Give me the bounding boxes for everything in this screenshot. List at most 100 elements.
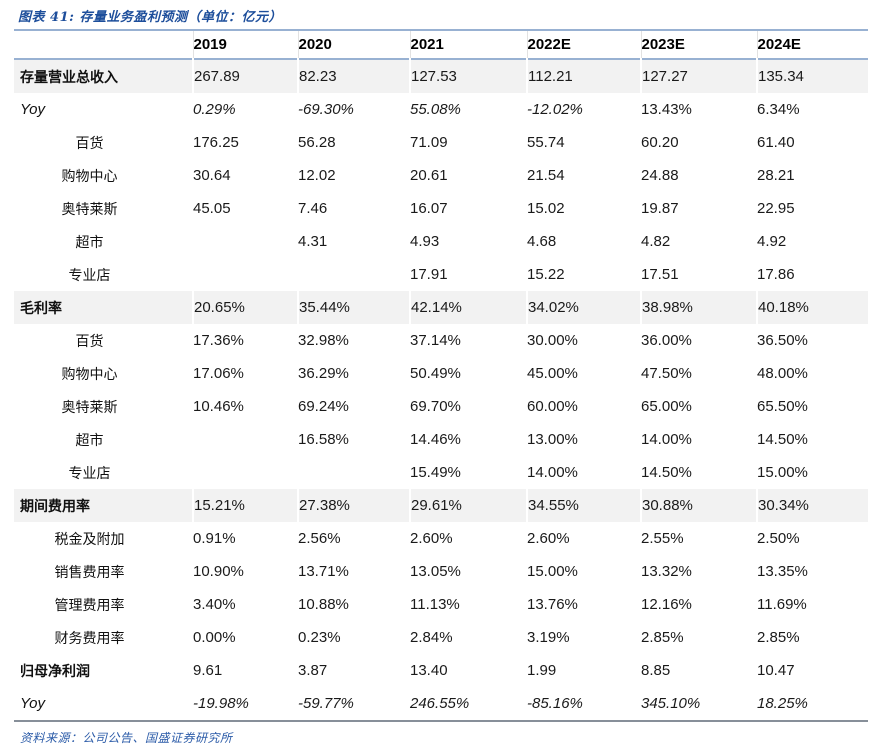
- value-cell: 61.40: [757, 134, 795, 151]
- value-cell: 2.84%: [410, 629, 453, 646]
- value-cell: 13.40: [410, 662, 448, 679]
- value-cell: 14.46%: [410, 431, 461, 448]
- value-cell: 20.61: [410, 167, 448, 184]
- row-label: 超市: [75, 432, 104, 449]
- value-cell: 60.20: [641, 134, 679, 151]
- value-cell: 127.27: [641, 59, 758, 93]
- value-cell: 17.36%: [193, 332, 244, 349]
- value-cell: 38.98%: [641, 291, 758, 324]
- table-row: 毛利率 20.65% 35.44% 42.14% 34.02% 38.98% 40.18%: [14, 291, 868, 324]
- value-cell: [193, 423, 298, 456]
- row-label: 购物中心: [61, 366, 118, 383]
- source-note: 资料来源：公司公告、国盛证券研究所: [20, 731, 233, 745]
- value-cell: -12.02%: [527, 101, 583, 118]
- value-cell: 69.70%: [410, 398, 461, 415]
- row-label: 奥特莱斯: [61, 399, 118, 416]
- value-cell: [298, 456, 410, 489]
- column-header-2021: 2021: [409, 30, 527, 59]
- row-label: 管理费用率: [54, 597, 125, 614]
- value-cell: [193, 225, 298, 258]
- value-cell: 56.28: [298, 134, 336, 151]
- table-row: 购物中心 30.64 12.02 20.61 21.54 24.88 28.21: [14, 159, 868, 192]
- row-label: 税金及附加: [54, 531, 125, 548]
- value-cell: 2.60%: [410, 530, 453, 547]
- value-cell: 0.23%: [298, 629, 341, 646]
- value-cell: 1.99: [527, 662, 557, 679]
- value-cell: 65.50%: [757, 398, 808, 415]
- value-cell: 2.85%: [641, 629, 684, 646]
- table-row: 专业店 15.49% 14.00% 14.50% 15.00%: [14, 456, 868, 489]
- table-header-row: 2019 2020 2021 2022E 2023E 2024E: [14, 30, 868, 59]
- value-cell: 40.18%: [757, 291, 868, 324]
- value-cell: 13.35%: [757, 563, 808, 580]
- value-cell: 55.74: [527, 134, 565, 151]
- value-cell: 14.50%: [757, 431, 808, 448]
- value-cell: 28.21: [757, 167, 795, 184]
- value-cell: 3.40%: [193, 596, 236, 613]
- value-cell: 32.98%: [298, 332, 349, 349]
- value-cell: -19.98%: [193, 695, 249, 712]
- table-row: 销售费用率 10.90% 13.71% 13.05% 15.00% 13.32% 13.35…: [14, 555, 868, 588]
- row-label: 存量营业总收入: [14, 59, 194, 93]
- value-cell: 17.86: [757, 266, 795, 283]
- value-cell: 267.89: [193, 59, 299, 93]
- value-cell: 16.07: [410, 200, 448, 217]
- value-cell: 0.29%: [193, 101, 236, 118]
- value-cell: 13.00%: [527, 431, 578, 448]
- value-cell: 30.64: [193, 167, 231, 184]
- row-label: 毛利率: [14, 291, 194, 324]
- value-cell: 11.13%: [410, 596, 460, 613]
- table-row: 百货 17.36% 32.98% 37.14% 30.00% 36.00% 36.50%: [14, 324, 868, 357]
- column-header-2023e: 2023E: [640, 30, 757, 59]
- value-cell: 10.46%: [193, 398, 244, 415]
- row-label: 财务费用率: [54, 630, 125, 647]
- row-label: Yoy: [20, 695, 46, 712]
- value-cell: 11.69%: [757, 596, 807, 613]
- row-label: 百货: [75, 333, 104, 350]
- row-label: 归母净利润: [20, 663, 90, 680]
- table-row: 管理费用率 3.40% 10.88% 11.13% 13.76% 12.16% 11.69%: [14, 588, 868, 621]
- value-cell: 24.88: [641, 167, 679, 184]
- value-cell: 36.00%: [641, 332, 692, 349]
- value-cell: 21.54: [527, 167, 565, 184]
- value-cell: 8.85: [641, 662, 671, 679]
- value-cell: 65.00%: [641, 398, 692, 415]
- table-row: 专业店 17.91 15.22 17.51 17.86: [14, 258, 868, 291]
- value-cell: 4.92: [757, 233, 787, 250]
- value-cell: 246.55%: [410, 695, 470, 712]
- value-cell: 29.61%: [410, 489, 528, 522]
- value-cell: -59.77%: [298, 695, 354, 712]
- value-cell: 30.88%: [641, 489, 758, 522]
- value-cell: 176.25: [193, 134, 239, 151]
- value-cell: 2.85%: [757, 629, 800, 646]
- value-cell: 37.14%: [410, 332, 461, 349]
- exhibit-title: 图表 41: 存量业务盈利预测（单位：亿元）: [18, 10, 282, 25]
- value-cell: 10.88%: [298, 596, 349, 613]
- value-cell: 15.00%: [527, 563, 578, 580]
- value-cell: 4.93: [410, 233, 440, 250]
- value-cell: 13.05%: [410, 563, 461, 580]
- table-row: 期间费用率 15.21% 27.38% 29.61% 34.55% 30.88% 30.34…: [14, 489, 868, 522]
- value-cell: 17.51: [641, 266, 679, 283]
- table-row: 财务费用率 0.00% 0.23% 2.84% 3.19% 2.85% 2.85%: [14, 621, 868, 654]
- value-cell: 14.50%: [641, 464, 692, 481]
- value-cell: 30.00%: [527, 332, 578, 349]
- value-cell: 127.53: [410, 59, 528, 93]
- table-row: 存量营业总收入 267.89 82.23 127.53 112.21 127.27 135.…: [14, 59, 868, 93]
- value-cell: 15.02: [527, 200, 565, 217]
- value-cell: 13.71%: [298, 563, 349, 580]
- table-row: 购物中心 17.06% 36.29% 50.49% 45.00% 47.50% 48.00%: [14, 357, 868, 390]
- column-header-2022e: 2022E: [526, 30, 641, 59]
- value-cell: 36.50%: [757, 332, 808, 349]
- row-label: 专业店: [68, 465, 111, 482]
- table-row: 税金及附加 0.91% 2.56% 2.60% 2.60% 2.55% 2.50%: [14, 522, 868, 555]
- value-cell: 13.76%: [527, 596, 578, 613]
- value-cell: 19.87: [641, 200, 679, 217]
- value-cell: 14.00%: [527, 464, 578, 481]
- value-cell: 10.90%: [193, 563, 244, 580]
- table-row: 百货 176.25 56.28 71.09 55.74 60.20 61.40: [14, 126, 868, 159]
- value-cell: 47.50%: [641, 365, 692, 382]
- value-cell: 15.22: [527, 266, 565, 283]
- row-label: 奥特莱斯: [61, 201, 118, 218]
